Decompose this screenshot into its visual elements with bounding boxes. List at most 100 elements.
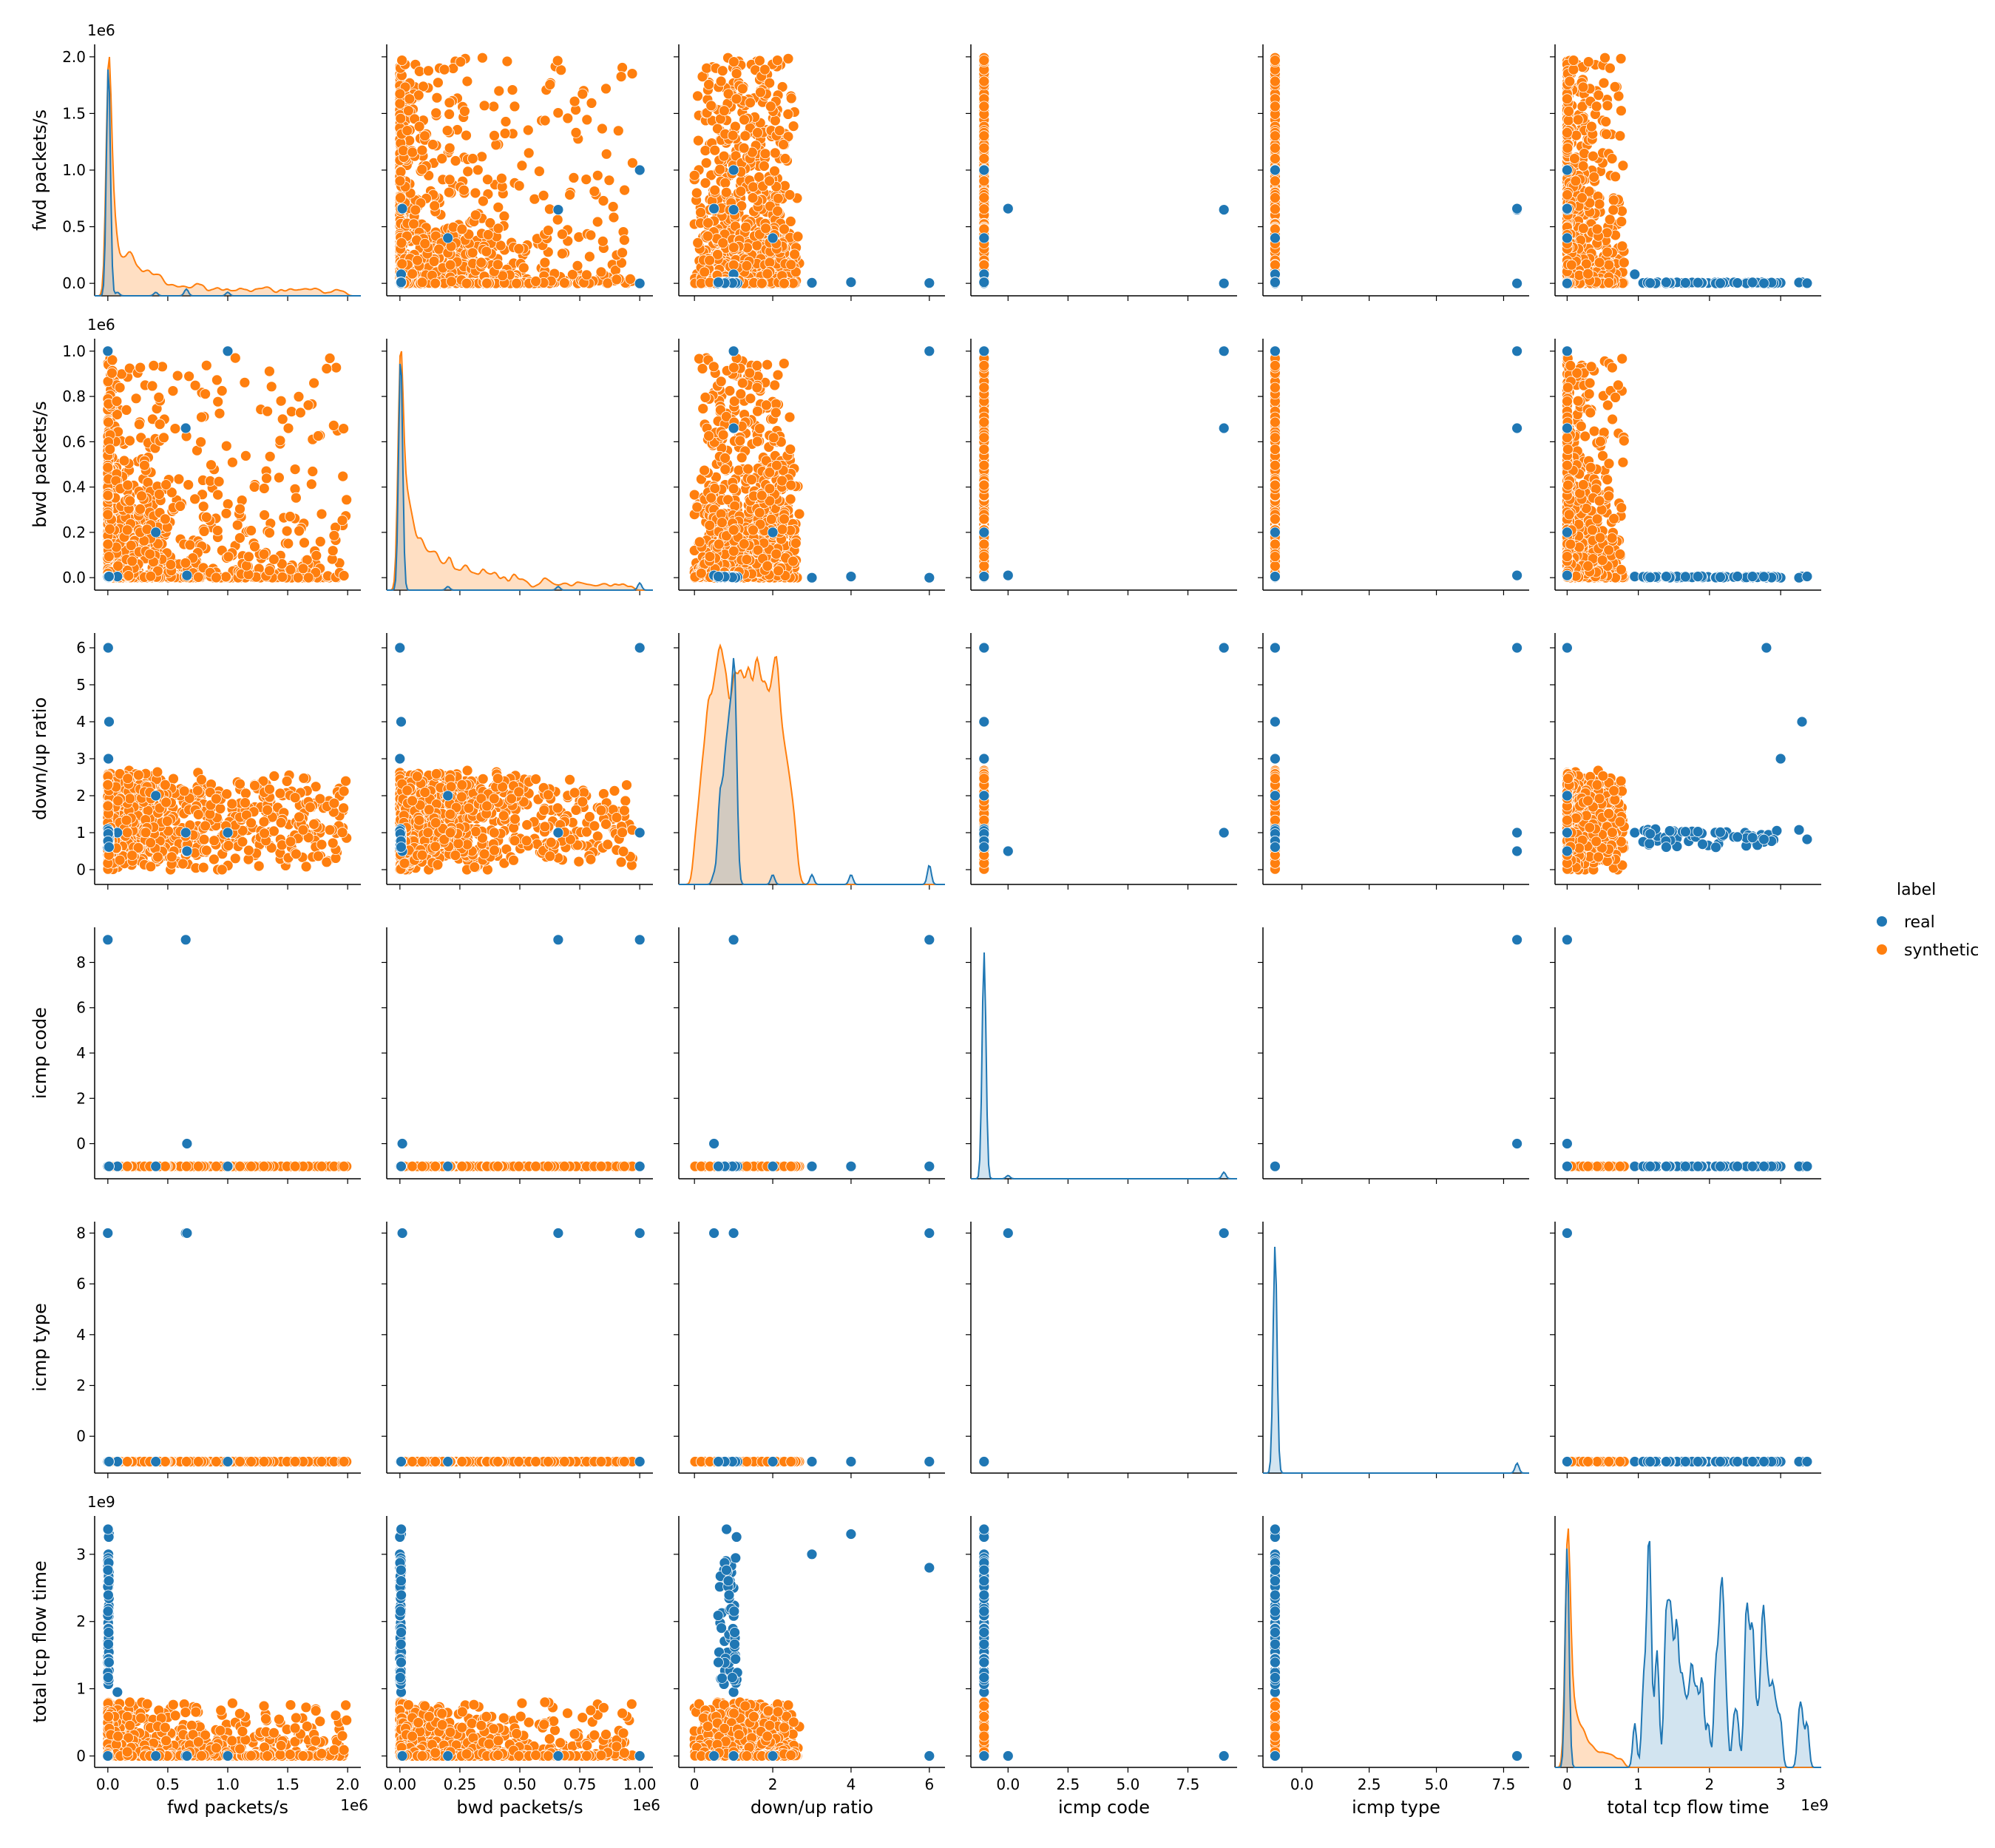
point-synthetic xyxy=(596,267,606,277)
point-synthetic xyxy=(432,92,442,103)
point-synthetic xyxy=(608,202,618,212)
point-synthetic xyxy=(514,243,524,254)
point-synthetic xyxy=(430,200,440,211)
point-synthetic xyxy=(445,260,455,270)
point-synthetic xyxy=(413,255,423,265)
point-real xyxy=(397,203,407,214)
point-synthetic xyxy=(518,263,529,273)
point-synthetic xyxy=(395,176,405,186)
point-synthetic xyxy=(545,79,555,89)
point-synthetic xyxy=(477,152,487,162)
point-synthetic xyxy=(404,94,415,104)
point-synthetic xyxy=(493,223,504,234)
point-synthetic xyxy=(427,140,438,150)
point-synthetic xyxy=(481,246,492,257)
y-tick-label: 1.5 xyxy=(62,104,86,122)
point-synthetic xyxy=(512,278,522,288)
point-synthetic xyxy=(500,128,510,138)
point-synthetic xyxy=(597,123,607,134)
point-synthetic xyxy=(507,85,518,95)
point-real xyxy=(443,233,453,243)
point-synthetic xyxy=(431,108,441,118)
point-synthetic xyxy=(444,175,455,185)
point-synthetic xyxy=(613,126,623,136)
point-synthetic xyxy=(617,248,628,258)
point-synthetic xyxy=(430,278,441,288)
point-synthetic xyxy=(517,160,527,171)
point-synthetic xyxy=(578,89,588,99)
point-synthetic xyxy=(396,166,406,177)
point-synthetic xyxy=(569,96,580,106)
point-synthetic xyxy=(540,115,550,126)
point-synthetic xyxy=(597,236,608,246)
point-synthetic xyxy=(538,190,549,200)
point-synthetic xyxy=(493,202,504,212)
point-synthetic xyxy=(420,131,430,141)
point-synthetic xyxy=(612,274,622,285)
y-offset-label: 1e6 xyxy=(87,21,115,39)
point-synthetic xyxy=(482,278,492,288)
point-synthetic xyxy=(557,229,567,240)
kde-synthetic-line xyxy=(95,57,361,296)
point-synthetic xyxy=(463,166,473,177)
point-synthetic xyxy=(569,172,579,183)
point-synthetic xyxy=(524,148,534,158)
y-tick-label: 0.5 xyxy=(62,218,86,236)
point-synthetic xyxy=(477,53,487,63)
point-synthetic xyxy=(439,64,450,75)
point-synthetic xyxy=(552,55,563,66)
panel-fwd-vs-ratio xyxy=(674,44,945,301)
point-synthetic xyxy=(455,57,466,67)
point-synthetic xyxy=(462,76,472,87)
point-synthetic xyxy=(444,187,454,197)
point-synthetic xyxy=(509,101,520,112)
point-synthetic xyxy=(557,248,567,259)
point-synthetic xyxy=(502,56,512,67)
point-synthetic xyxy=(407,268,418,279)
point-synthetic xyxy=(395,89,405,99)
point-synthetic xyxy=(396,237,407,248)
point-synthetic xyxy=(478,196,488,206)
point-synthetic xyxy=(403,106,413,116)
point-synthetic xyxy=(397,259,407,269)
point-synthetic xyxy=(413,90,424,101)
point-synthetic xyxy=(490,130,500,141)
point-synthetic xyxy=(582,115,592,125)
y-tick-label: 1.0 xyxy=(62,161,86,179)
point-synthetic xyxy=(420,238,430,248)
point-synthetic xyxy=(619,235,629,246)
point-synthetic xyxy=(581,175,592,185)
point-synthetic xyxy=(489,101,499,112)
point-synthetic xyxy=(457,224,467,234)
point-synthetic xyxy=(494,86,504,96)
point-synthetic xyxy=(627,69,637,79)
point-synthetic xyxy=(499,211,509,221)
point-synthetic xyxy=(553,108,563,118)
point-synthetic xyxy=(589,186,600,197)
point-synthetic xyxy=(398,146,408,156)
point-synthetic xyxy=(492,260,503,270)
point-synthetic xyxy=(534,166,544,177)
point-synthetic xyxy=(572,260,583,271)
point-real xyxy=(396,277,407,288)
point-synthetic xyxy=(514,180,524,191)
point-synthetic xyxy=(396,193,406,203)
point-synthetic xyxy=(417,164,427,175)
point-synthetic xyxy=(467,248,478,258)
point-synthetic xyxy=(450,156,461,166)
point-synthetic xyxy=(556,65,566,75)
point-synthetic xyxy=(414,121,424,132)
point-synthetic xyxy=(459,106,470,116)
point-synthetic xyxy=(417,145,427,155)
point-synthetic xyxy=(417,277,427,288)
point-synthetic xyxy=(397,55,407,66)
point-synthetic xyxy=(571,127,581,138)
point-synthetic xyxy=(437,154,447,164)
point-synthetic xyxy=(552,214,563,225)
point-synthetic xyxy=(447,277,457,287)
point-real xyxy=(634,278,645,288)
point-synthetic xyxy=(604,175,614,186)
point-synthetic xyxy=(592,217,603,227)
point-synthetic xyxy=(501,117,511,127)
